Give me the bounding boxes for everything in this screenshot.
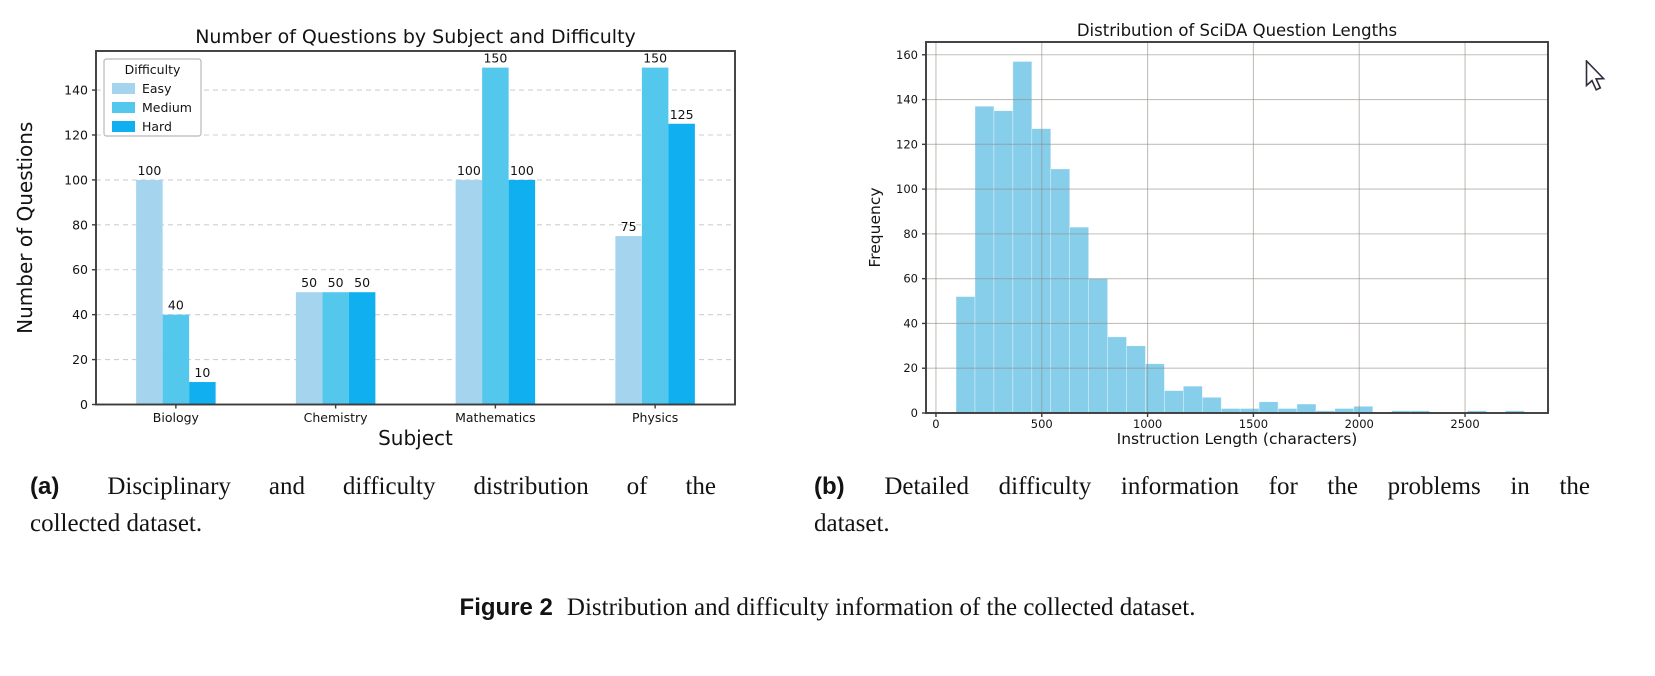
svg-text:150: 150 — [483, 51, 507, 66]
svg-text:10: 10 — [194, 365, 210, 380]
svg-text:Mathematics: Mathematics — [455, 410, 536, 425]
svg-text:Frequency: Frequency — [866, 187, 884, 267]
caption-b-line2: dataset. — [814, 510, 890, 537]
svg-text:150: 150 — [643, 51, 667, 66]
svg-text:Hard: Hard — [142, 119, 172, 134]
svg-text:100: 100 — [457, 163, 481, 178]
svg-text:20: 20 — [72, 352, 88, 367]
svg-text:40: 40 — [72, 307, 88, 322]
svg-text:120: 120 — [64, 127, 88, 142]
svg-text:60: 60 — [903, 272, 918, 286]
svg-text:Number of Questions: Number of Questions — [13, 122, 37, 334]
histogram-question-lengths: 0 20 40 60 80 100 120 140 160 0 500 1000 1500 2000 250… — [866, 21, 1549, 448]
svg-text:Chemistry: Chemistry — [304, 410, 369, 425]
svg-text:500: 500 — [1031, 417, 1053, 431]
svg-text:80: 80 — [72, 217, 88, 232]
svg-text:160: 160 — [896, 48, 918, 62]
svg-text:100: 100 — [896, 182, 918, 196]
svg-text:140: 140 — [896, 93, 918, 107]
figure-caption-text: Distribution and difficulty information … — [566, 594, 1196, 621]
svg-text:Easy: Easy — [142, 81, 172, 96]
svg-text:Instruction Length (characters: Instruction Length (characters) — [1117, 430, 1358, 448]
svg-text:120: 120 — [896, 137, 918, 151]
caption-a: (a) Disciplinary and difficulty distribu… — [30, 468, 716, 542]
svg-text:100: 100 — [64, 172, 88, 187]
svg-text:50: 50 — [354, 275, 370, 290]
caption-b-line1: (b) Detailed difficulty information for … — [814, 473, 1591, 500]
svg-text:0: 0 — [911, 406, 918, 420]
figure-caption-label: Figure 2 — [459, 594, 553, 621]
bar-chart-subject-difficulty: 100 40 10 Biology 50 50 50 Chemistry 100 150 100 Ma… — [13, 26, 736, 450]
svg-text:20: 20 — [903, 361, 918, 375]
svg-text:2500: 2500 — [1450, 417, 1479, 431]
svg-text:100: 100 — [510, 163, 534, 178]
svg-text:125: 125 — [670, 107, 694, 122]
svg-text:50: 50 — [328, 275, 344, 290]
svg-text:140: 140 — [64, 83, 88, 98]
svg-text:Difficulty: Difficulty — [125, 62, 181, 77]
figure-caption: Figure 2 Distribution and difficulty info… — [0, 594, 1655, 622]
svg-text:40: 40 — [168, 298, 184, 313]
mouse-cursor-icon — [1585, 60, 1606, 91]
svg-text:1000: 1000 — [1133, 417, 1162, 431]
caption-a-line2: collected dataset. — [30, 510, 203, 537]
svg-text:1500: 1500 — [1239, 417, 1268, 431]
svg-text:0: 0 — [80, 397, 88, 412]
caption-b-label: (b) — [814, 473, 845, 500]
svg-text:60: 60 — [72, 262, 88, 277]
svg-text:Subject: Subject — [378, 426, 453, 450]
svg-text:80: 80 — [903, 227, 918, 241]
svg-text:2000: 2000 — [1345, 417, 1374, 431]
svg-text:Number of Questions by Subject: Number of Questions by Subject and Diffi… — [195, 26, 636, 48]
svg-text:100: 100 — [137, 163, 161, 178]
svg-text:Physics: Physics — [632, 410, 678, 425]
svg-text:75: 75 — [621, 219, 637, 234]
caption-a-label: (a) — [30, 473, 60, 500]
svg-text:Biology: Biology — [153, 410, 200, 425]
svg-text:40: 40 — [903, 316, 918, 330]
svg-text:Distribution of SciDA Question: Distribution of SciDA Question Lengths — [1077, 21, 1397, 40]
svg-text:0: 0 — [932, 417, 939, 431]
svg-text:50: 50 — [301, 275, 317, 290]
caption-a-line1: (a) Disciplinary and difficulty distribu… — [30, 473, 716, 500]
caption-b: (b) Detailed difficulty information for … — [814, 468, 1590, 542]
svg-text:Medium: Medium — [142, 100, 192, 115]
